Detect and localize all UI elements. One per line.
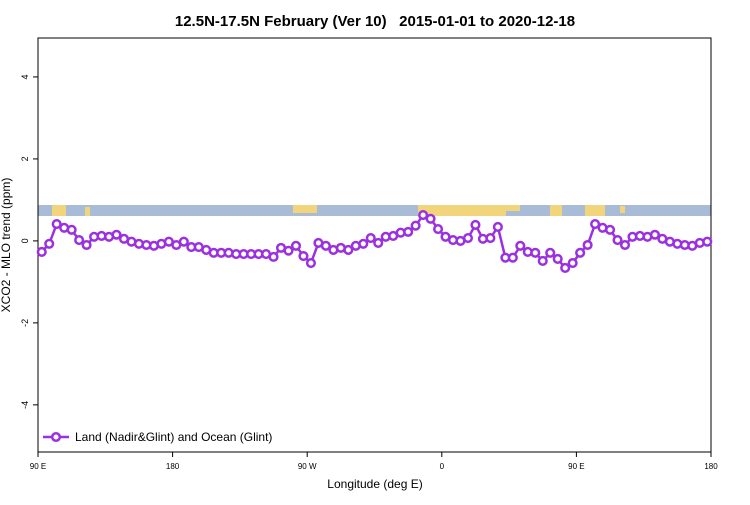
ocean-band [38,205,711,216]
y-tick-label: 4 [20,74,30,79]
legend-marker [50,431,62,443]
data-point [66,224,77,235]
data-point [575,247,586,258]
data-point [507,252,518,263]
data-point [81,239,92,251]
data-point [44,238,55,249]
land-patches [52,205,625,216]
chart-title: 12.5N-17.5N February (Ver 10) 2015-01-01… [175,13,575,30]
data-point [433,223,444,235]
data-point [552,253,563,264]
data-point [649,229,660,240]
legend-item: Land (Nadir&Glint) and Ocean (Glint) [43,430,272,444]
x-tick-label: 90 E [30,462,46,471]
data-point [298,251,309,262]
data-point [178,236,189,247]
data-point [470,219,481,230]
x-tick-label: 180 [166,462,180,471]
y-tick-label: 0 [20,238,30,243]
data-point [320,240,331,251]
y-tick-label: -4 [20,401,30,409]
data-point [373,237,384,249]
data-point [365,232,376,244]
x-tick-label: 0 [440,462,445,471]
data-point [619,239,631,251]
data-point [410,220,421,231]
data-point [343,244,354,255]
data-point [111,229,122,240]
data-point [702,236,713,247]
data-point [283,245,294,256]
y-tick-label: -2 [20,319,30,327]
data-point [530,247,541,258]
data-point [560,262,571,274]
x-tick-label: 90 E [568,462,584,471]
y-axis-label: XCO2 - MLO trend (ppm) [0,178,13,313]
land-ocean-strip [38,205,711,216]
data-point [545,247,556,258]
data-point [358,238,369,249]
data-point [485,232,496,244]
data-point [515,240,526,251]
data-point [612,235,623,246]
x-axis-label: Longitude (deg E) [327,477,422,491]
x-tick-label: 180 [704,462,718,471]
data-point [590,219,601,230]
data-point [582,239,593,251]
data-point [36,246,47,258]
legend-label: Land (Nadir&Glint) and Ocean (Glint) [75,430,272,444]
data-point [492,221,503,233]
data-point [305,257,316,269]
data-point [567,257,578,269]
x-tick-label: 90 W [298,462,317,471]
data-point [462,232,474,244]
y-tick-label: 2 [20,156,30,161]
data-point [268,251,279,262]
data-point [418,210,429,221]
data-point [425,213,436,224]
data-point [290,240,302,251]
data-point [74,235,85,246]
data-point [605,224,616,235]
data-point [51,219,62,230]
data-point [537,255,548,267]
data-point [403,226,414,237]
